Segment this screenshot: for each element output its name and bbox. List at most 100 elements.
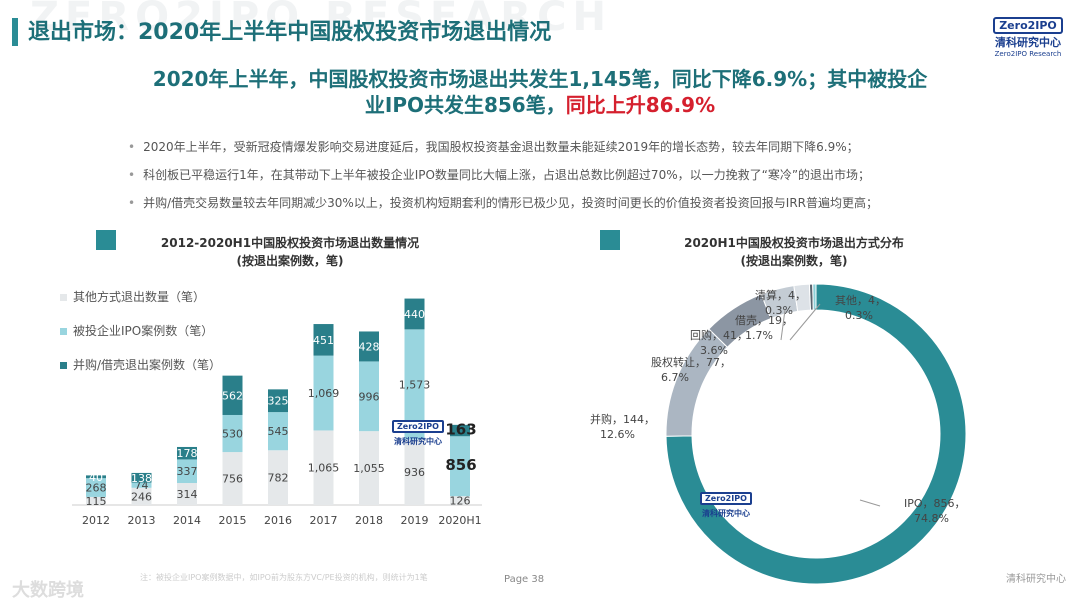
bar-chart-title-text: 2012-2020H1中国股权投资市场退出数量情况	[160, 236, 420, 250]
headline-line1: 2020年上半年，中国股权投资市场退出共发生1,145笔，同比下降6.9%；其中…	[152, 67, 928, 91]
logo-en: Zero2IPO Research	[994, 50, 1062, 58]
bullet-item: 科创板已平稳运行1年，在其带动下上半年被投企业IPO数量同比大幅上涨，占退出总数…	[128, 166, 1028, 183]
slice-label-name: IPO，856，	[904, 497, 966, 510]
data-label: 40	[89, 471, 103, 484]
title-square-icon	[96, 230, 116, 250]
title-square-icon	[600, 230, 620, 250]
data-label: 1,065	[308, 462, 340, 475]
x-tick-label: 2013	[128, 514, 156, 527]
page-label: Page	[504, 574, 529, 585]
bar-segment	[313, 430, 334, 505]
slice-label-name: 并购，144，	[590, 412, 655, 426]
bar-segment	[222, 414, 243, 453]
slice-label-pct: 0.3%	[845, 309, 873, 322]
data-label: 126	[450, 495, 471, 508]
donut-slice	[812, 283, 817, 311]
footer-note: 注：被投企业IPO案例数据中，如IPO前为股东方VC/PE投资的机构，则统计为1…	[140, 573, 428, 582]
bar-segment	[268, 450, 288, 505]
page-title: 退出市场：2020年上半年中国股权投资市场退出情况	[28, 20, 552, 45]
bar-segment	[131, 472, 152, 483]
data-label: 325	[268, 395, 289, 408]
chart-logo-box: Zero2IPO	[392, 420, 444, 433]
data-label: 545	[268, 425, 289, 438]
slice-label-pct: 1.7%	[745, 329, 773, 342]
title-accent-bar	[12, 18, 18, 46]
bar-segment	[450, 424, 470, 437]
page-num: 38	[531, 574, 545, 585]
data-label: 856	[445, 456, 476, 474]
bar-segment	[404, 298, 425, 330]
bar-segment	[86, 478, 106, 497]
source-watermark: 大数跨境	[12, 580, 84, 601]
legend-swatch-icon	[60, 362, 67, 369]
slice-label-pct: 0.3%	[765, 304, 793, 317]
bar-segment	[177, 446, 197, 460]
bar-segment	[86, 496, 106, 505]
data-label: 756	[222, 473, 243, 486]
slice-label-pct: 3.6%	[700, 344, 728, 357]
x-tick-label: 2014	[173, 514, 201, 527]
bar-segment	[359, 431, 379, 505]
logo-cn: 清科研究中心	[995, 36, 1061, 49]
data-label: 1,573	[399, 378, 431, 391]
bar-segment	[359, 361, 379, 432]
x-tick-label: 2020H1	[438, 514, 481, 527]
bar-chart-legend: 其他方式退出数量（笔） 被投企业IPO案例数（笔） 并购/借壳退出案例数（笔）	[60, 288, 221, 390]
pie-chart-subtitle: (按退出案例数，笔)	[740, 254, 848, 268]
legend-label: 其他方式退出数量（笔）	[73, 290, 206, 304]
bar-segment	[404, 329, 425, 440]
slice-label-name: 清算，4，	[755, 288, 806, 302]
data-label: 936	[404, 466, 425, 479]
donut-slice	[665, 283, 967, 585]
x-tick-label: 2017	[310, 514, 338, 527]
x-tick-label: 2019	[401, 514, 429, 527]
slice-label-pct: 74.8%	[914, 512, 949, 525]
slice-label-name: 股权转让，77，	[651, 355, 731, 369]
data-label: 530	[222, 428, 243, 441]
x-tick-label: 2018	[355, 514, 383, 527]
data-label: 178	[177, 447, 198, 460]
data-label: 451	[313, 334, 334, 347]
background-watermark: ZERO2IPO RESEARCH	[30, 0, 612, 40]
headline-line2-red: 同比上升86.9%	[565, 93, 716, 117]
slice-label-pct: 6.7%	[661, 371, 689, 384]
data-label: 440	[404, 308, 425, 321]
legend-swatch-icon	[60, 294, 67, 301]
bar-segment	[268, 412, 288, 451]
data-label: 782	[268, 472, 289, 485]
data-label: 268	[86, 482, 107, 495]
data-label: 314	[177, 488, 198, 501]
slice-label-pct: 12.6%	[600, 428, 635, 441]
brand-logo: Zero2IPO 清科研究中心 Zero2IPO Research	[988, 14, 1068, 58]
leader-line	[789, 303, 821, 341]
bar-segment	[450, 436, 470, 497]
data-label: 337	[177, 465, 198, 478]
bullet-item: 并购/借壳交易数量较去年同期减少30%以上，投资机构短期套利的情形已极少见，投资…	[128, 194, 1028, 211]
bar-segment	[131, 487, 152, 505]
bar-chart-title: 2012-2020H1中国股权投资市场退出数量情况 (按退出案例数，笔)	[96, 230, 456, 270]
bar-segment	[131, 482, 152, 488]
data-label: 163	[445, 421, 476, 439]
data-label: 1,055	[353, 462, 385, 475]
bar-segment	[313, 324, 334, 356]
legend-item-ipo: 被投企业IPO案例数（笔）	[60, 322, 221, 339]
x-tick-label: 2016	[264, 514, 292, 527]
data-label: 996	[359, 390, 380, 403]
legend-item-ma: 并购/借壳退出案例数（笔）	[60, 356, 221, 373]
leader-line	[859, 499, 881, 507]
bar-segment	[222, 452, 243, 505]
legend-item-other: 其他方式退出数量（笔）	[60, 288, 221, 305]
slice-label-name: 其他，4，	[835, 294, 886, 307]
pie-chart-title: 2020H1中国股权投资市场退出方式分布 (按退出案例数，笔)	[600, 230, 960, 270]
bar-segment	[86, 475, 106, 479]
bullet-list: 2020年上半年，受新冠疫情爆发影响交易进度延后，我国股权投资基金退出数量未能延…	[128, 138, 1028, 222]
data-label: 1,069	[308, 387, 340, 400]
legend-label: 被投企业IPO案例数（笔）	[73, 324, 214, 338]
legend-swatch-icon	[60, 328, 67, 335]
data-label: 246	[131, 490, 152, 503]
bar-segment	[313, 355, 334, 431]
data-label: 562	[222, 389, 243, 402]
bar-segment	[222, 375, 243, 415]
legend-label: 并购/借壳退出案例数（笔）	[73, 358, 222, 372]
